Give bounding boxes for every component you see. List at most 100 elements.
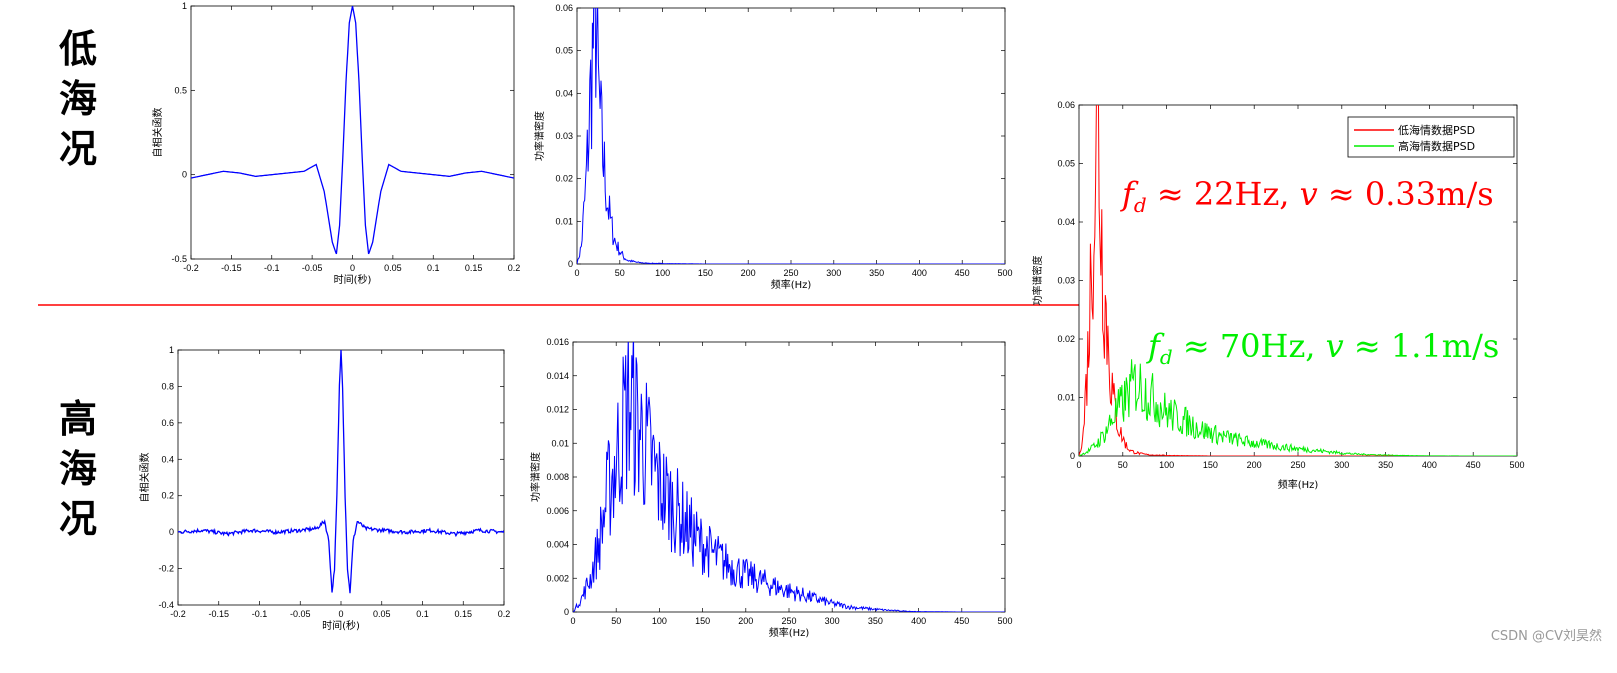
x-tick-label: 0.15: [465, 263, 483, 273]
high-autocorrelation-chart: -0.2 -0.15 -0.1 -0.05 0 0.05 0.1 0.15 0.2-0.4-0.…: [138, 345, 510, 632]
x-tick-label: 500: [1509, 460, 1524, 470]
x-tick-label: 100: [655, 268, 670, 278]
annotation-text: fd ≈ 70Hz, v ≈ 1.1m/s: [1146, 327, 1499, 369]
legend-entry: 低海情数据PSD: [1398, 123, 1475, 137]
x-axis-label: 频率(Hz): [1278, 478, 1319, 491]
legend-box: [1347, 116, 1515, 158]
series-line: [1079, 105, 1517, 456]
y-tick-label: 0.04: [1057, 217, 1075, 227]
x-tick-label: 0.2: [498, 609, 511, 619]
x-tick-label: 350: [1378, 460, 1393, 470]
annotation-text: fd ≈ 22Hz, v ≈ 0.33m/s: [1120, 175, 1494, 217]
x-tick-label: 350: [869, 268, 884, 278]
x-tick-label: -0.05: [302, 263, 323, 273]
y-tick-label: 0.06: [555, 3, 573, 13]
y-tick-label: 0.2: [161, 491, 174, 501]
plot-frame: [572, 341, 1006, 613]
x-tick-label: 200: [738, 616, 753, 626]
y-tick-label: 0.03: [1057, 276, 1075, 286]
x-tick-label: -0.15: [221, 263, 242, 273]
x-tick-label: 0: [570, 616, 575, 626]
low-label-char-3: 况: [59, 126, 97, 171]
x-tick-label: 50: [615, 268, 625, 278]
y-tick-label: 0: [564, 607, 569, 617]
low-autocorrelation-chart: -0.2 -0.15 -0.1 -0.05 0 0.05 0.1 0.15 0.2 -0.5 0 0.…: [151, 1, 520, 286]
legend-entry: 高海情数据PSD: [1398, 139, 1475, 153]
x-tick-label: 0.2: [508, 263, 521, 273]
y-tick-label: -0.4: [158, 600, 174, 610]
y-tick-label: 0.05: [1057, 159, 1075, 169]
x-tick-label: 0: [574, 268, 579, 278]
x-axis-label: 时间(秒): [334, 273, 372, 286]
y-tick-label: 0.012: [546, 405, 569, 415]
y-axis-label: 自相关函数: [151, 108, 164, 158]
y-tick-label: 0: [1070, 451, 1075, 461]
x-tick-label: 400: [911, 616, 926, 626]
x-tick-label: 300: [826, 268, 841, 278]
series-line: [1079, 359, 1517, 456]
y-tick-label: -0.5: [171, 254, 187, 264]
x-tick-label: 200: [1247, 460, 1262, 470]
plot-frame: [576, 7, 1006, 265]
x-tick-label: 400: [912, 268, 927, 278]
x-tick-label: 500: [997, 616, 1012, 626]
plot-frame: [190, 5, 515, 260]
x-tick-label: 250: [1290, 460, 1305, 470]
series-line: [178, 350, 504, 594]
x-tick-label: 400: [1422, 460, 1437, 470]
x-tick-label: 500: [997, 268, 1012, 278]
y-axis-label: 功率谱密度: [533, 111, 546, 161]
x-tick-label: 100: [652, 616, 667, 626]
x-tick-label: 0: [338, 609, 343, 619]
y-tick-label: 0.01: [555, 216, 573, 226]
x-tick-label: 300: [825, 616, 840, 626]
y-tick-label: 0.004: [546, 540, 569, 550]
y-tick-label: 0.02: [1057, 334, 1075, 344]
y-tick-label: 0.006: [546, 506, 569, 516]
x-tick-label: -0.15: [208, 609, 229, 619]
x-tick-label: 50: [611, 616, 621, 626]
x-tick-label: 150: [1203, 460, 1218, 470]
y-tick-label: 0.002: [546, 573, 569, 583]
x-tick-label: 100: [1159, 460, 1174, 470]
y-tick-label: 0.06: [1057, 100, 1075, 110]
x-axis-label: 时间(秒): [322, 619, 360, 632]
x-tick-label: -0.2: [183, 263, 199, 273]
x-tick-label: 0.15: [454, 609, 472, 619]
watermark: CSDN @CV刘昊然: [1491, 628, 1602, 644]
x-tick-label: 0.1: [416, 609, 429, 619]
y-axis-label: 功率谱密度: [529, 452, 542, 502]
x-tick-label: 0: [350, 263, 355, 273]
low-sea-state-label: 低 海 况: [59, 26, 97, 171]
y-tick-label: 0.04: [555, 88, 573, 98]
y-tick-label: 0.03: [555, 131, 573, 141]
x-tick-label: 150: [695, 616, 710, 626]
x-tick-label: 350: [868, 616, 883, 626]
x-tick-label: 150: [698, 268, 713, 278]
x-tick-label: 250: [781, 616, 796, 626]
x-tick-label: 0.05: [373, 609, 391, 619]
high-label-char-1: 高: [59, 396, 97, 441]
x-tick-label: 450: [954, 616, 969, 626]
plot-frame: [177, 349, 505, 606]
y-tick-label: -0.2: [158, 564, 174, 574]
series-line: [191, 6, 514, 255]
y-tick-label: 0.6: [161, 418, 174, 428]
y-tick-label: 0: [169, 527, 174, 537]
y-tick-label: 0.05: [555, 46, 573, 56]
high-label-char-2: 海: [59, 446, 97, 491]
x-tick-label: 0.05: [384, 263, 402, 273]
high-psd-chart: 0 50 100 150 200 250 300 350 400 450 500 0 0.002 0.00…: [529, 337, 1013, 639]
x-tick-label: 0.1: [427, 263, 440, 273]
high-label-char-3: 况: [59, 496, 97, 541]
y-tick-label: 0.008: [546, 472, 569, 482]
low-psd-chart: 0 50 100 150 200 250 300 350 400 450 500 0 0.01 0.02 0…: [533, 3, 1013, 291]
y-axis-label: 功率谱密度: [1031, 256, 1044, 306]
y-tick-label: 0.01: [1057, 393, 1075, 403]
x-tick-label: 450: [955, 268, 970, 278]
x-tick-label: -0.1: [264, 263, 280, 273]
x-axis-label: 频率(Hz): [769, 626, 810, 639]
y-tick-label: 0.016: [546, 337, 569, 347]
y-tick-label: 1: [169, 345, 174, 355]
